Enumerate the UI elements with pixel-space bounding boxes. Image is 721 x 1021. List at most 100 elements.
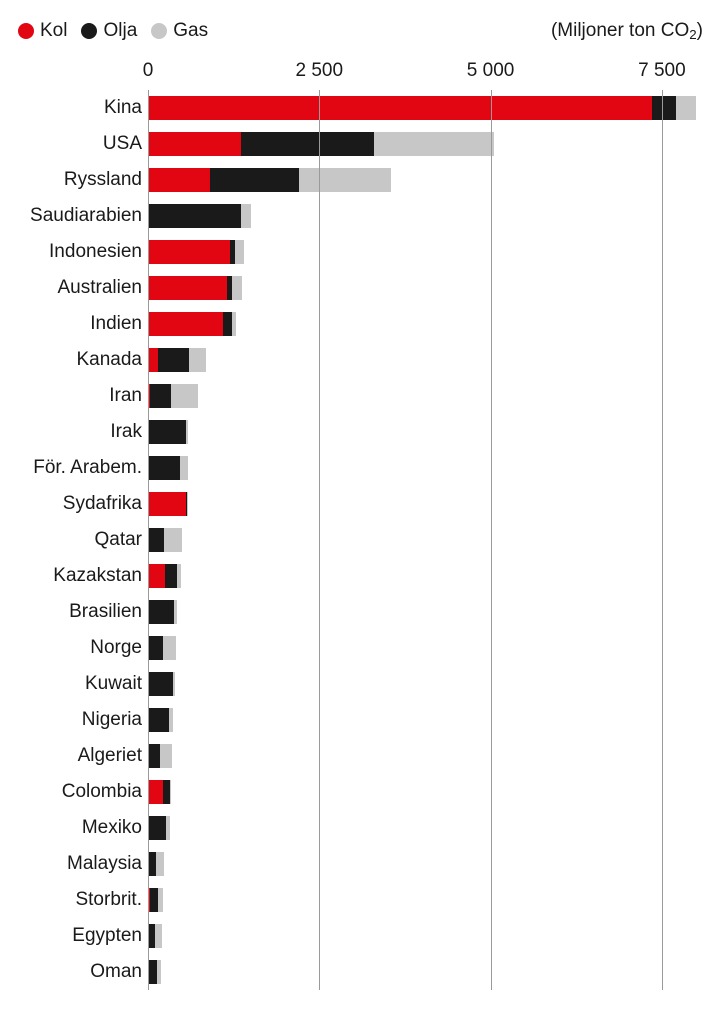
bar-segment-olja bbox=[148, 924, 155, 948]
bar-segment-olja bbox=[149, 852, 156, 876]
bar-track bbox=[148, 168, 703, 192]
bar-segment-kol bbox=[148, 276, 227, 300]
row-label: Indonesien bbox=[18, 241, 142, 263]
bar-row: Storbrit. bbox=[18, 882, 703, 918]
bar-row: Saudiarabien bbox=[18, 198, 703, 234]
bar-segment-olja bbox=[148, 960, 157, 984]
bar-track bbox=[148, 420, 703, 444]
bar-row: Kuwait bbox=[18, 666, 703, 702]
unit-label: (Miljoner ton CO2) bbox=[551, 20, 703, 42]
bar-segment-kol bbox=[148, 240, 230, 264]
bar-row: För. Arabem. bbox=[18, 450, 703, 486]
bar-row: Iran bbox=[18, 378, 703, 414]
bar-segment-kol bbox=[148, 168, 210, 192]
bar-segment-gas bbox=[157, 960, 161, 984]
row-label: Colombia bbox=[18, 781, 142, 803]
x-axis-ticks: 02 5005 0007 500 bbox=[148, 60, 703, 90]
bar-track bbox=[148, 564, 703, 588]
bar-segment-gas bbox=[170, 780, 171, 804]
bar-segment-gas bbox=[156, 852, 165, 876]
bar-segment-kol bbox=[148, 492, 186, 516]
bar-track bbox=[148, 348, 703, 372]
bar-segment-gas bbox=[235, 240, 244, 264]
bar-segment-gas bbox=[158, 888, 163, 912]
bar-segment-olja bbox=[148, 708, 169, 732]
bar-segment-kol bbox=[148, 780, 163, 804]
row-label: Norge bbox=[18, 637, 142, 659]
bar-track bbox=[148, 492, 703, 516]
legend-item-kol: Kol bbox=[18, 20, 67, 42]
gridline bbox=[662, 90, 663, 990]
bar-row: Norge bbox=[18, 630, 703, 666]
row-label: Australien bbox=[18, 277, 142, 299]
row-label: Sydafrika bbox=[18, 493, 142, 515]
bar-track bbox=[148, 744, 703, 768]
row-label: Oman bbox=[18, 961, 142, 983]
legend-swatch-olja bbox=[81, 23, 97, 39]
bar-segment-gas bbox=[187, 492, 188, 516]
gridline bbox=[148, 90, 149, 990]
bar-track bbox=[148, 132, 703, 156]
bar-segment-olja bbox=[148, 420, 186, 444]
bar-row: Sydafrika bbox=[18, 486, 703, 522]
legend: Kol Olja Gas bbox=[18, 20, 208, 42]
bar-segment-gas bbox=[374, 132, 494, 156]
bar-segment-gas bbox=[241, 204, 251, 228]
bar-row: Irak bbox=[18, 414, 703, 450]
x-tick-label: 5 000 bbox=[467, 60, 515, 82]
unit-label-suffix: ) bbox=[697, 20, 703, 41]
legend-item-olja: Olja bbox=[81, 20, 137, 42]
bar-row: Nigeria bbox=[18, 702, 703, 738]
bar-segment-olja bbox=[150, 384, 171, 408]
bar-segment-olja bbox=[148, 204, 241, 228]
legend-item-gas: Gas bbox=[151, 20, 208, 42]
bar-row: Malaysia bbox=[18, 846, 703, 882]
row-label: Nigeria bbox=[18, 709, 142, 731]
bar-segment-olja bbox=[149, 600, 174, 624]
bar-track bbox=[148, 276, 703, 300]
legend-label-kol: Kol bbox=[40, 20, 67, 42]
bar-track bbox=[148, 924, 703, 948]
row-label: Kuwait bbox=[18, 673, 142, 695]
bar-segment-olja bbox=[148, 528, 164, 552]
bar-segment-gas bbox=[232, 276, 242, 300]
row-label: USA bbox=[18, 133, 142, 155]
bar-segment-kol bbox=[148, 564, 165, 588]
gridline bbox=[491, 90, 492, 990]
row-label: Storbrit. bbox=[18, 889, 142, 911]
row-label: Algeriet bbox=[18, 745, 142, 767]
bar-segment-olja bbox=[148, 744, 160, 768]
bar-segment-gas bbox=[676, 96, 697, 120]
bar-track bbox=[148, 528, 703, 552]
bar-segment-olja bbox=[165, 564, 177, 588]
bar-row: Qatar bbox=[18, 522, 703, 558]
bar-segment-gas bbox=[186, 420, 187, 444]
bar-track bbox=[148, 780, 703, 804]
bar-row: Egypten bbox=[18, 918, 703, 954]
row-label: Malaysia bbox=[18, 853, 142, 875]
bar-segment-olja bbox=[150, 888, 158, 912]
bar-segment-gas bbox=[180, 456, 188, 480]
bar-segment-gas bbox=[189, 348, 206, 372]
x-tick-label: 2 500 bbox=[296, 60, 344, 82]
bar-track bbox=[148, 384, 703, 408]
bar-row: Indien bbox=[18, 306, 703, 342]
bar-track bbox=[148, 888, 703, 912]
bar-segment-gas bbox=[164, 528, 183, 552]
bar-segment-olja bbox=[210, 168, 299, 192]
row-label: Kina bbox=[18, 97, 142, 119]
bar-track bbox=[148, 852, 703, 876]
bar-segment-gas bbox=[163, 636, 177, 660]
bar-segment-gas bbox=[174, 600, 177, 624]
bar-track bbox=[148, 240, 703, 264]
row-label: Saudiarabien bbox=[18, 205, 142, 227]
bar-track bbox=[148, 960, 703, 984]
bar-track bbox=[148, 816, 703, 840]
bar-row: Indonesien bbox=[18, 234, 703, 270]
bar-row: Kazakstan bbox=[18, 558, 703, 594]
row-label: Kazakstan bbox=[18, 565, 142, 587]
bar-row: Ryssland bbox=[18, 162, 703, 198]
bar-segment-olja bbox=[158, 348, 189, 372]
legend-swatch-gas bbox=[151, 23, 167, 39]
legend-label-olja: Olja bbox=[103, 20, 137, 42]
